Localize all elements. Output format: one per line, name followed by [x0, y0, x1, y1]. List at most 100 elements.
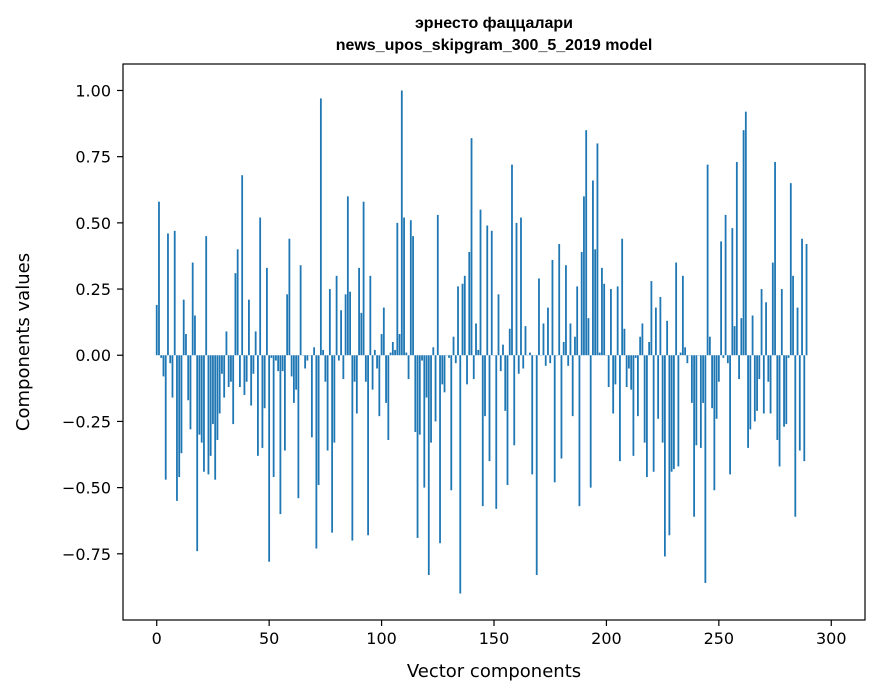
bar — [598, 352, 601, 356]
bar — [457, 286, 459, 356]
bar — [740, 318, 743, 356]
bar — [684, 347, 687, 356]
bar — [747, 355, 749, 448]
bar — [335, 275, 338, 356]
chart-subtitle: news_upos_skipgram_300_5_2019 model — [336, 37, 653, 54]
bar — [524, 326, 527, 356]
x-axis-label: Vector components — [407, 661, 581, 682]
bar — [173, 230, 176, 356]
bar — [331, 355, 334, 533]
bar — [189, 355, 192, 430]
bar — [364, 355, 367, 382]
bar — [787, 355, 790, 358]
bar — [382, 307, 385, 356]
bar — [508, 328, 511, 356]
x-tick-label: 250 — [704, 629, 735, 648]
bar — [452, 336, 455, 356]
bar — [439, 355, 441, 544]
bar — [744, 111, 747, 356]
y-tick-label: −0.25 — [62, 412, 111, 431]
bar — [551, 259, 554, 356]
bar — [562, 342, 565, 356]
bar — [353, 355, 356, 382]
bar — [257, 355, 259, 456]
bar — [621, 238, 624, 356]
bar — [717, 355, 720, 382]
bar — [702, 355, 705, 403]
bar — [466, 355, 468, 385]
bar — [160, 355, 163, 358]
bar — [513, 355, 516, 446]
bar — [774, 161, 776, 356]
bar — [315, 355, 318, 549]
bar — [497, 294, 500, 356]
bar — [448, 355, 450, 358]
bar — [677, 355, 680, 467]
bar — [367, 355, 369, 536]
x-tick-label: 0 — [152, 629, 162, 648]
bar — [158, 201, 160, 356]
bar — [340, 310, 342, 356]
bar — [488, 355, 491, 462]
bar — [592, 180, 594, 356]
bar — [794, 355, 797, 517]
bar — [706, 164, 709, 356]
bar — [232, 355, 235, 425]
bar — [679, 352, 682, 356]
bar — [380, 334, 383, 356]
bar — [162, 355, 165, 377]
bar — [722, 355, 725, 358]
y-tick-label: 0.50 — [75, 214, 111, 233]
bar — [780, 289, 783, 356]
bar — [542, 323, 545, 356]
bar — [659, 296, 662, 356]
bar — [441, 355, 444, 385]
bar — [405, 352, 408, 356]
bar — [304, 355, 307, 369]
bar — [230, 355, 232, 382]
bar — [239, 355, 241, 388]
bar — [585, 130, 588, 356]
bar — [261, 355, 264, 448]
bar — [695, 355, 698, 446]
bar — [223, 355, 226, 398]
y-axis-label: Components values — [13, 253, 34, 431]
bar — [583, 196, 585, 356]
y-tick-label: 1.00 — [75, 81, 111, 100]
bar — [553, 355, 556, 483]
bar — [506, 355, 509, 485]
bar — [176, 355, 178, 501]
y-tick-label: 0.00 — [75, 346, 111, 365]
y-tick-label: −0.50 — [62, 479, 111, 498]
bar — [409, 220, 412, 356]
bar — [686, 355, 689, 364]
bar — [203, 355, 205, 472]
bar — [771, 262, 774, 356]
bar — [475, 323, 477, 356]
bar — [391, 342, 394, 356]
bar — [726, 355, 729, 364]
bar — [499, 355, 502, 372]
bar — [216, 355, 219, 440]
bar — [612, 355, 615, 414]
y-tick-label: −0.75 — [62, 545, 111, 564]
bar — [403, 217, 405, 356]
bar — [783, 355, 785, 427]
bar — [349, 291, 351, 356]
bar — [708, 336, 711, 356]
bar — [209, 355, 212, 456]
bar — [742, 130, 745, 356]
bar — [666, 320, 669, 356]
bar — [178, 355, 181, 478]
bar — [297, 355, 300, 499]
bar — [805, 244, 808, 356]
bar — [715, 355, 718, 419]
bar — [785, 355, 788, 425]
bar — [576, 286, 579, 356]
bar — [650, 281, 653, 356]
y-tick-label: 0.75 — [75, 148, 111, 167]
bar — [789, 183, 792, 356]
bar — [371, 355, 374, 390]
